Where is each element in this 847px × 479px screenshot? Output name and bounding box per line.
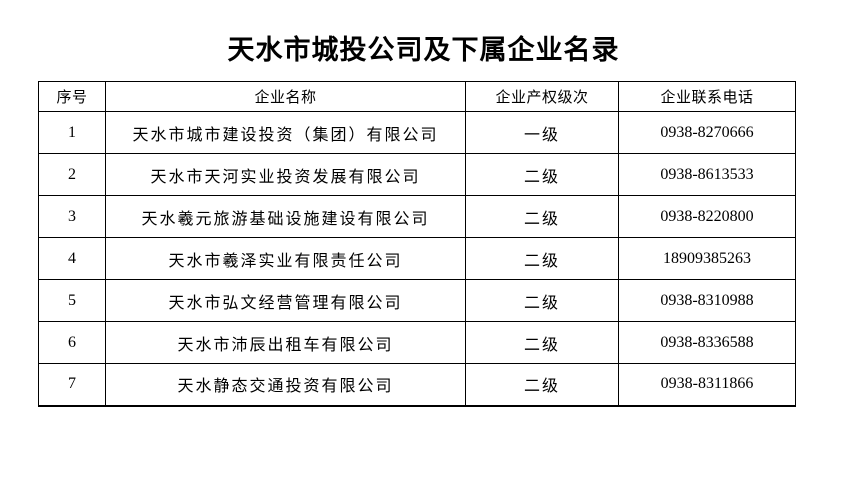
table-row: 5 天水市弘文经营管理有限公司 二级 0938-8310988: [38, 279, 796, 322]
cell-contact-phone: 0938-8336588: [618, 321, 796, 364]
cell-company-name: 天水市天河实业投资发展有限公司: [105, 153, 466, 196]
cell-contact-phone: 0938-8220800: [618, 195, 796, 238]
table-row: 6 天水市沛辰出租车有限公司 二级 0938-8336588: [38, 321, 796, 364]
cell-contact-phone: 0938-8613533: [618, 153, 796, 196]
page-title: 天水市城投公司及下属企业名录: [227, 35, 620, 65]
table-row: 7 天水静态交通投资有限公司 二级 0938-8311866: [38, 363, 796, 407]
cell-serial-number: 1: [38, 111, 106, 154]
cell-property-level: 二级: [465, 153, 619, 196]
table-row: 1 天水市城市建设投资（集团）有限公司 一级 0938-8270666: [38, 111, 796, 154]
cell-serial-number: 3: [38, 195, 106, 238]
enterprise-directory-table: 序号 企业名称 企业产权级次 企业联系电话 1 天水市城市建设投资（集团）有限公…: [38, 81, 796, 407]
header-contact-phone: 企业联系电话: [618, 81, 796, 112]
cell-contact-phone: 0938-8270666: [618, 111, 796, 154]
cell-company-name: 天水市沛辰出租车有限公司: [105, 321, 466, 364]
cell-serial-number: 7: [38, 363, 106, 407]
cell-company-name: 天水市羲泽实业有限责任公司: [105, 237, 466, 280]
cell-contact-phone: 0938-8311866: [618, 363, 796, 407]
cell-property-level: 二级: [465, 237, 619, 280]
cell-serial-number: 5: [38, 279, 106, 322]
table-row: 2 天水市天河实业投资发展有限公司 二级 0938-8613533: [38, 153, 796, 196]
header-property-level: 企业产权级次: [465, 81, 619, 112]
cell-property-level: 一级: [465, 111, 619, 154]
cell-serial-number: 6: [38, 321, 106, 364]
table-row: 3 天水羲元旅游基础设施建设有限公司 二级 0938-8220800: [38, 195, 796, 238]
cell-property-level: 二级: [465, 279, 619, 322]
cell-contact-phone: 18909385263: [618, 237, 796, 280]
header-serial-number: 序号: [38, 81, 106, 112]
cell-company-name: 天水市弘文经营管理有限公司: [105, 279, 466, 322]
cell-serial-number: 2: [38, 153, 106, 196]
cell-serial-number: 4: [38, 237, 106, 280]
cell-property-level: 二级: [465, 195, 619, 238]
cell-property-level: 二级: [465, 321, 619, 364]
cell-company-name: 天水市城市建设投资（集团）有限公司: [105, 111, 466, 154]
table-row: 4 天水市羲泽实业有限责任公司 二级 18909385263: [38, 237, 796, 280]
cell-company-name: 天水静态交通投资有限公司: [105, 363, 466, 407]
header-company-name: 企业名称: [105, 81, 466, 112]
cell-contact-phone: 0938-8310988: [618, 279, 796, 322]
cell-company-name: 天水羲元旅游基础设施建设有限公司: [105, 195, 466, 238]
cell-property-level: 二级: [465, 363, 619, 407]
table-header-row: 序号 企业名称 企业产权级次 企业联系电话: [38, 81, 796, 112]
